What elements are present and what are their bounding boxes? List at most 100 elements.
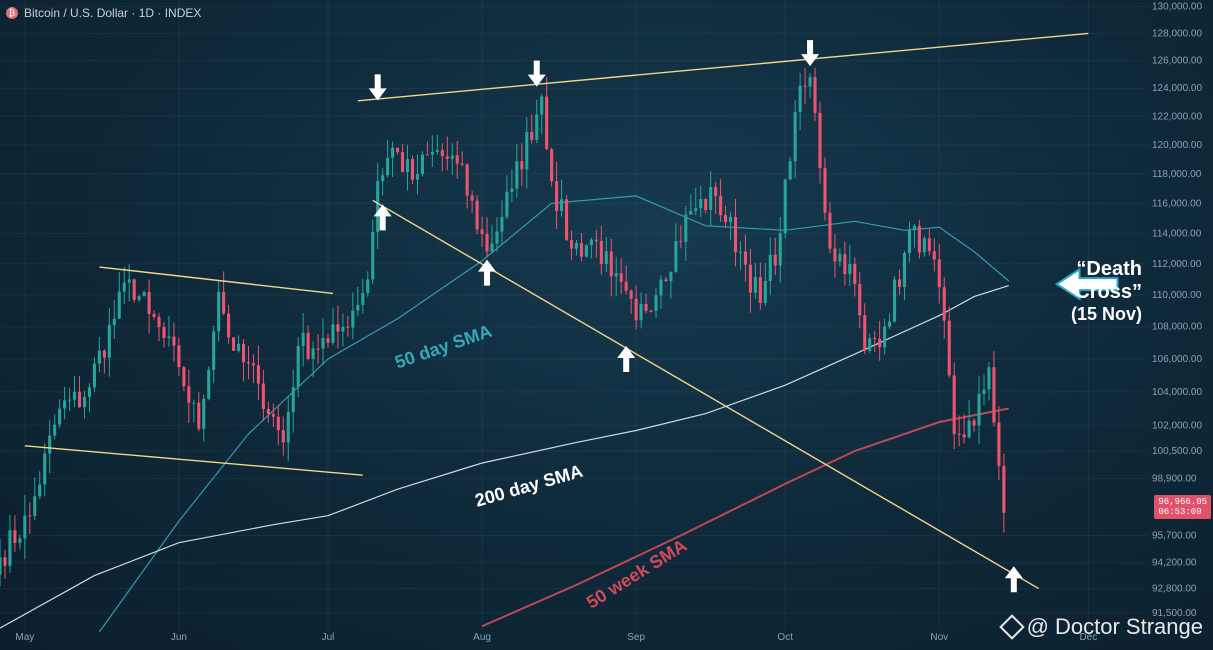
candle-body <box>729 216 733 222</box>
candle-body <box>748 264 752 293</box>
candle-body <box>629 290 633 299</box>
candle-body <box>679 241 683 243</box>
death-cross-annotation: “Death Cross” (15 Nov) <box>1030 258 1142 325</box>
candle-body <box>952 375 956 434</box>
x-tick-label: Jul <box>322 632 335 643</box>
candle-body <box>58 408 62 425</box>
candle-body <box>162 327 166 338</box>
candle-body <box>311 348 315 359</box>
sma-label: 200 day SMA <box>473 461 585 511</box>
candle-body <box>256 365 260 384</box>
candle-body <box>53 424 57 436</box>
candle-body <box>917 225 921 253</box>
candle-body <box>868 338 872 351</box>
candle-body <box>818 112 822 168</box>
candle-body <box>356 304 360 311</box>
candle-body <box>480 229 484 234</box>
candle-body <box>341 326 345 332</box>
y-tick-label: 126,000.00 <box>1152 56 1202 67</box>
y-tick-label: 98,900.00 <box>1152 474 1197 485</box>
candle-body <box>1002 465 1006 513</box>
candle-body <box>545 96 549 150</box>
x-tick-label: Nov <box>930 632 948 643</box>
candle-body <box>758 277 762 303</box>
candle-body <box>763 280 767 303</box>
candle-body <box>217 291 221 332</box>
candle-body <box>261 383 265 409</box>
candle-body <box>714 187 718 196</box>
candle-body <box>987 367 991 390</box>
candle-body <box>157 316 161 328</box>
candle-body <box>77 391 82 408</box>
y-tick-label: 118,000.00 <box>1152 169 1202 180</box>
candle-body <box>883 326 887 348</box>
candle-body <box>366 279 370 293</box>
candle-body <box>346 326 350 328</box>
y-tick-label: 95,700.00 <box>1152 530 1197 541</box>
candle-body <box>112 318 116 325</box>
candle-body <box>788 161 792 180</box>
candle-body <box>182 367 186 387</box>
candle-body <box>396 147 400 153</box>
candle-body <box>460 163 464 165</box>
candle-body <box>286 412 290 443</box>
candle-body <box>87 387 91 397</box>
bitcoin-logo-icon: ₿ <box>6 7 18 19</box>
candle-body <box>555 181 559 211</box>
candle-body <box>972 420 976 426</box>
candle-body <box>465 164 469 196</box>
candle-body <box>853 263 857 285</box>
candle-body <box>823 167 827 213</box>
candle-body <box>92 363 96 388</box>
candle-body <box>599 240 603 264</box>
candle-body <box>475 200 479 230</box>
y-tick-label: 110,000.00 <box>1152 290 1202 301</box>
candle-body <box>848 263 852 275</box>
candle-body <box>997 422 1001 466</box>
candle-body <box>709 187 713 211</box>
y-tick-label: 104,000.00 <box>1152 387 1202 398</box>
candle-body <box>530 132 534 140</box>
candle-body <box>927 238 931 252</box>
candle-body <box>515 161 519 189</box>
candle-body <box>793 112 797 162</box>
candle-body <box>336 324 340 332</box>
candle-body <box>604 251 608 264</box>
y-tick-label: 124,000.00 <box>1152 83 1202 94</box>
candle-body <box>649 310 653 312</box>
candle-body <box>381 175 385 182</box>
candle-body <box>893 279 897 322</box>
candle-body <box>450 155 454 159</box>
candle-body <box>535 114 539 140</box>
sma-50-day-line <box>98 195 1010 633</box>
candle-body <box>470 195 474 201</box>
arrows <box>368 40 1119 593</box>
candle-body <box>719 195 723 216</box>
candle-body <box>38 484 42 497</box>
candle-body <box>500 216 504 232</box>
candle-body <box>733 216 738 253</box>
up-arrow-icon <box>617 346 636 373</box>
annotation-line-2: Cross” <box>1075 281 1142 303</box>
candle-body <box>18 538 22 543</box>
candle-body <box>828 212 832 249</box>
candle-body <box>251 363 255 366</box>
candle-body <box>574 242 579 249</box>
candle-body <box>8 530 12 566</box>
candle-body <box>738 251 743 253</box>
candle-body <box>420 154 424 175</box>
candle-body <box>967 420 971 438</box>
candle-body <box>132 279 136 300</box>
sma-label: 50 day SMA <box>392 321 494 373</box>
candle-body <box>331 324 335 343</box>
candle-body <box>684 214 688 242</box>
candle-body <box>560 199 564 211</box>
candle-body <box>669 271 673 282</box>
candle-body <box>73 391 77 400</box>
y-tick-label: 122,000.00 <box>1152 111 1202 122</box>
candle-body <box>510 188 514 192</box>
candle-body <box>743 251 747 265</box>
down-arrow-icon <box>527 60 546 87</box>
